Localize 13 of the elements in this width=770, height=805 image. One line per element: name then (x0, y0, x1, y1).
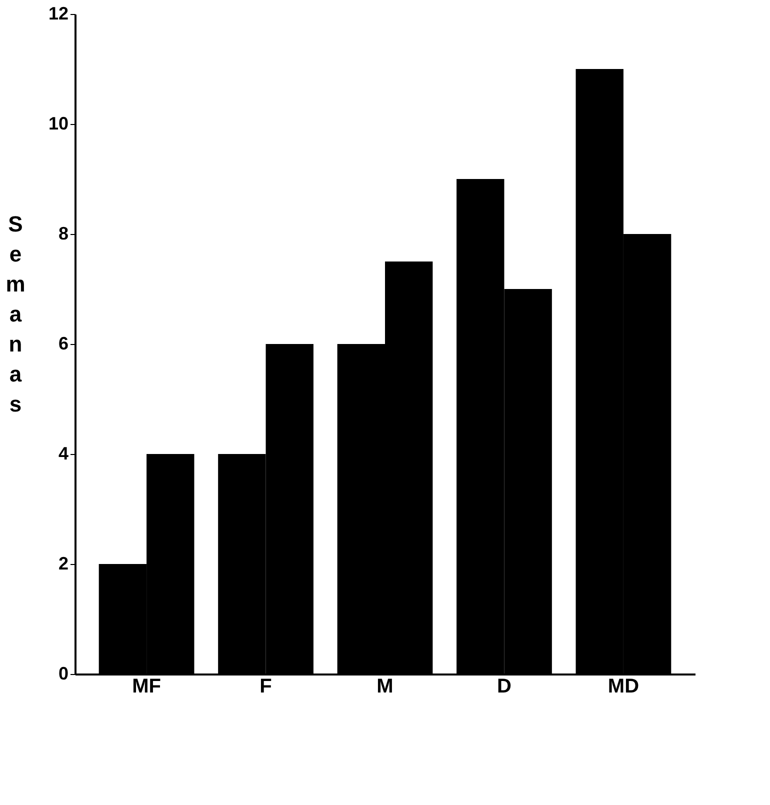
y-tick-label: 8 (58, 224, 68, 244)
y-axis-title: Semanas (6, 212, 26, 416)
x-tick-label: D (497, 676, 512, 698)
y-tick-label: 10 (48, 114, 68, 134)
y-tick-label: 12 (48, 4, 68, 24)
y-tick-label: 0 (58, 664, 68, 684)
x-tick-label: M (376, 676, 394, 698)
y-tick-label: 4 (58, 444, 68, 464)
y-tick-label: 6 (58, 334, 68, 354)
x-tick-label: F (260, 676, 272, 698)
y-tick-label: 2 (58, 554, 68, 574)
x-tick-label: MD (608, 676, 640, 698)
x-tick-label: MF (132, 676, 161, 698)
